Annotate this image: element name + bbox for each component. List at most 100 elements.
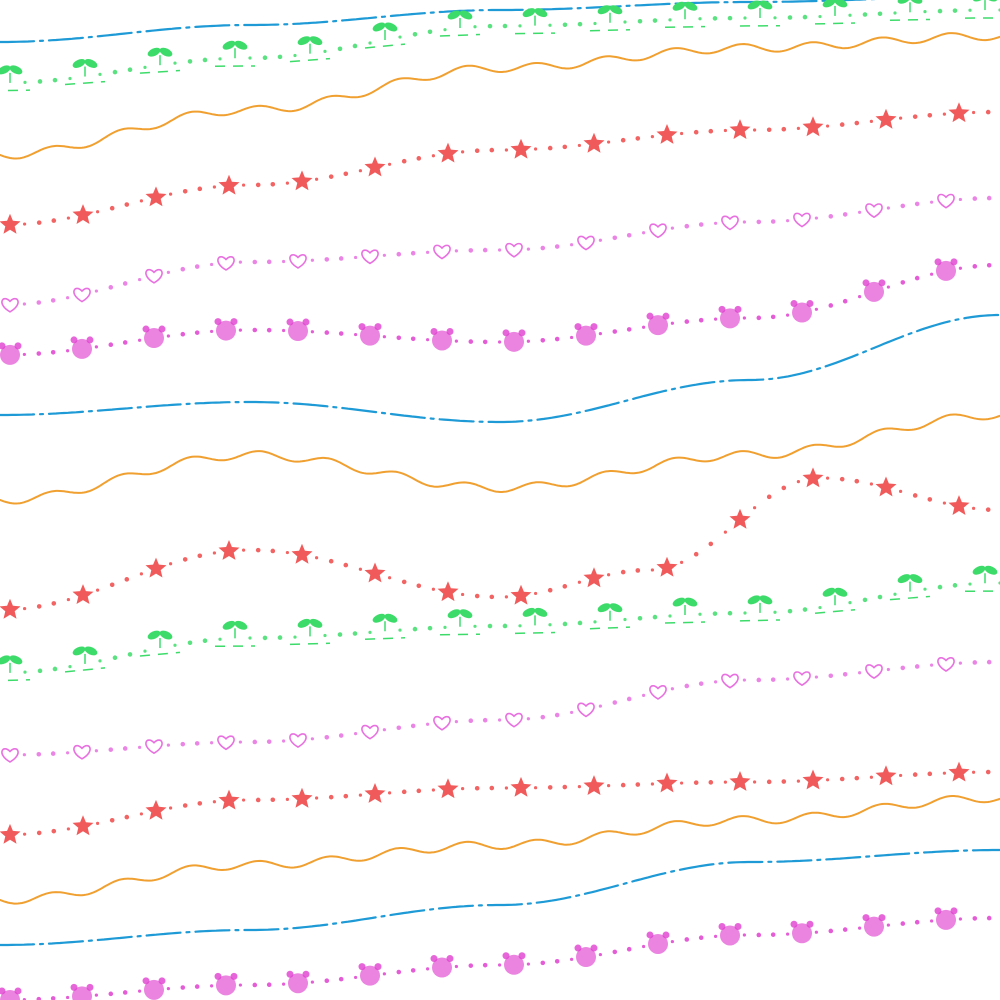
dot: [958, 266, 963, 270]
dot: [109, 582, 115, 588]
dot: [94, 345, 98, 349]
star-icon: [291, 170, 313, 191]
dot: [781, 485, 787, 491]
dot: [474, 148, 480, 154]
dot: [787, 608, 793, 614]
dot: [986, 262, 992, 268]
dot: [468, 963, 474, 968]
dot: [698, 222, 704, 227]
sprout-icon: [664, 597, 706, 624]
dot: [218, 637, 222, 641]
heart-icon: [937, 193, 955, 209]
dot: [650, 568, 655, 572]
dot: [952, 8, 958, 13]
dot: [570, 335, 574, 340]
dot: [612, 949, 618, 955]
dot: [426, 722, 430, 726]
dot: [431, 788, 435, 792]
dot: [742, 220, 747, 224]
dot: [504, 148, 508, 152]
dot: [607, 573, 611, 577]
dot: [343, 793, 349, 799]
dot: [468, 339, 474, 344]
dot: [642, 693, 646, 697]
dot: [504, 786, 508, 790]
sprout-icon: [514, 607, 556, 635]
dot: [482, 339, 488, 345]
dot: [937, 584, 943, 590]
dot: [187, 59, 193, 64]
line-dashed: [0, 848, 1000, 947]
heart-icon: [217, 256, 235, 271]
dot: [238, 328, 242, 332]
dot: [693, 551, 699, 557]
dot: [854, 478, 860, 484]
dot: [255, 547, 261, 553]
dot: [862, 597, 868, 603]
bear-icon: [358, 323, 382, 346]
dot: [714, 317, 718, 321]
heart-icon: [433, 244, 451, 260]
sprout-icon: [964, 565, 1000, 593]
dot: [96, 210, 100, 214]
dot: [124, 814, 130, 820]
dot: [670, 226, 675, 230]
dot: [698, 681, 704, 686]
dot: [310, 258, 314, 262]
dot: [635, 568, 641, 573]
sprout-icon: [889, 0, 931, 22]
dot: [714, 680, 718, 684]
dot: [914, 919, 920, 925]
dot: [109, 205, 115, 211]
star-icon: [0, 823, 21, 844]
dot: [36, 996, 42, 1000]
dot: [598, 952, 603, 957]
dot: [712, 16, 718, 21]
dot: [593, 620, 597, 624]
dot: [482, 247, 488, 253]
dot: [343, 562, 349, 568]
dot: [985, 507, 991, 512]
dot: [914, 275, 920, 281]
dot: [893, 11, 897, 15]
dot: [98, 72, 102, 76]
dot: [796, 126, 801, 130]
star-icon: [291, 543, 313, 564]
dot: [577, 785, 582, 789]
dot: [742, 933, 747, 937]
dot: [388, 576, 392, 580]
dot: [169, 192, 173, 196]
dot: [623, 20, 627, 24]
dot: [886, 206, 891, 210]
dot: [577, 620, 583, 626]
dot: [338, 976, 344, 982]
dot: [534, 591, 538, 596]
bear-icon: [646, 931, 670, 954]
dot: [626, 327, 632, 332]
star-icon: [656, 556, 678, 577]
dot: [786, 677, 790, 681]
dot: [68, 76, 72, 81]
dot: [826, 124, 830, 128]
dot: [770, 932, 776, 937]
dot: [612, 235, 618, 241]
star-icon: [729, 771, 751, 791]
sprout-icon: [439, 10, 481, 37]
dot: [642, 231, 646, 235]
dot: [828, 303, 834, 308]
dot: [51, 218, 57, 223]
bear-icon: [790, 300, 814, 323]
dot: [770, 219, 776, 224]
dot: [426, 967, 430, 971]
dot: [354, 732, 358, 736]
dot: [554, 712, 560, 718]
bear-icon: [430, 955, 454, 978]
dot: [540, 245, 546, 251]
dot: [23, 670, 27, 674]
star-icon: [0, 598, 21, 619]
star-icon: [218, 540, 240, 560]
dot: [986, 195, 992, 201]
dot: [108, 342, 114, 348]
dot: [238, 983, 242, 987]
dot: [108, 285, 114, 290]
